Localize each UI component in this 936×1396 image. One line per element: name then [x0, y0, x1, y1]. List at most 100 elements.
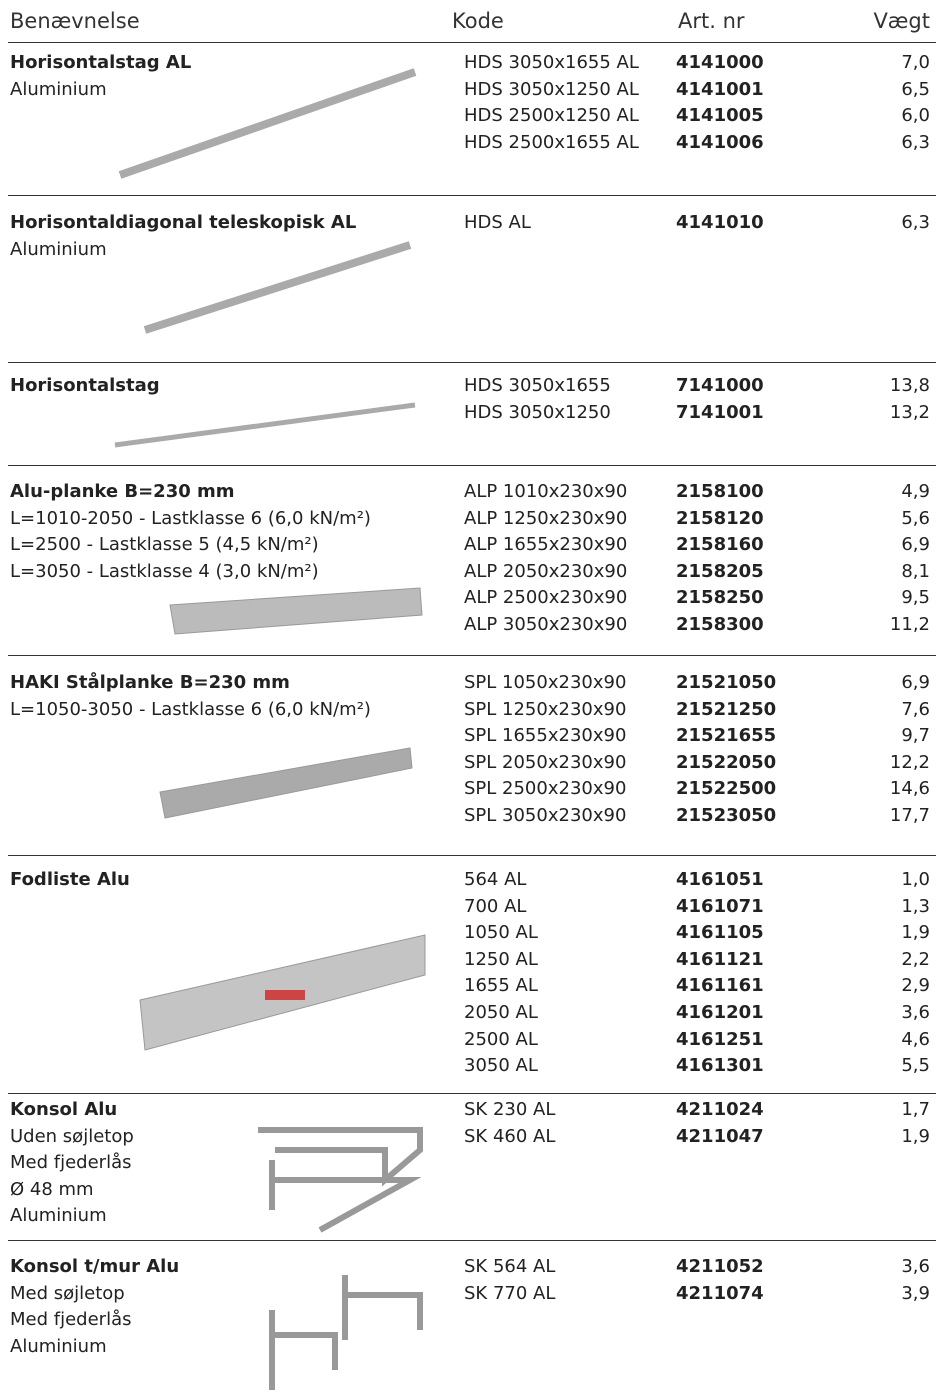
- weight: 5,6: [901, 507, 930, 529]
- product-name: Fodliste Alu: [10, 869, 130, 890]
- code: SPL 2500x230x90: [464, 778, 627, 800]
- code: HDS 3050x1655: [464, 375, 611, 396]
- separator: [8, 465, 936, 466]
- separator: [8, 42, 936, 43]
- code: HDS 2500x1250 AL: [464, 105, 639, 127]
- code: HDS 3050x1250 AL: [464, 78, 639, 100]
- code: SK 564 AL: [464, 1256, 556, 1277]
- separator: [8, 655, 936, 656]
- weight: 7,6: [901, 698, 930, 720]
- weight: 2,2: [901, 948, 930, 970]
- product-name: Alu-planke B=230 mm: [10, 481, 235, 502]
- art-nr: 2158250: [676, 587, 764, 609]
- weight: 1,7: [901, 1099, 930, 1120]
- bracket-image: [258, 1127, 423, 1187]
- weight: 4,9: [901, 481, 930, 502]
- product-desc: Med fjederlås: [10, 1152, 132, 1174]
- art-nr: 2158120: [676, 507, 764, 529]
- art-nr: 21521250: [676, 698, 777, 720]
- weight: 1,9: [901, 922, 930, 944]
- product-desc: L=1050-3050 - Lastklasse 6 (6,0 kN/m²): [10, 698, 371, 720]
- product-desc: L=1010-2050 - Lastklasse 6 (6,0 kN/m²): [10, 507, 371, 529]
- art-nr: 4211074: [676, 1282, 764, 1304]
- product-desc: L=3050 - Lastklasse 4 (3,0 kN/m²): [10, 560, 319, 582]
- weight: 9,5: [901, 587, 930, 609]
- weight: 3,6: [901, 1002, 930, 1023]
- art-nr: 21523050: [676, 805, 777, 826]
- product-desc: Ø 48 mm: [10, 1178, 94, 1200]
- art-nr: 2158300: [676, 614, 764, 635]
- weight: 6,3: [901, 212, 930, 233]
- art-nr: 4141000: [676, 52, 764, 73]
- art-nr: 4141005: [676, 105, 764, 127]
- code: ALP 3050x230x90: [464, 614, 628, 635]
- code: 1250 AL: [464, 948, 538, 970]
- art-nr: 7141000: [676, 375, 764, 396]
- weight: 2,9: [901, 975, 930, 997]
- art-nr: 4161071: [676, 895, 764, 917]
- product-name: Konsol Alu: [10, 1099, 118, 1120]
- art-nr: 4211047: [676, 1125, 764, 1147]
- bar-image: [118, 68, 417, 179]
- weight: 6,5: [901, 78, 930, 100]
- code: SK 460 AL: [464, 1125, 556, 1147]
- product-desc: Aluminium: [10, 1335, 107, 1357]
- art-nr: 4141006: [676, 131, 764, 153]
- code: HDS 3050x1250: [464, 401, 611, 423]
- weight: 1,3: [901, 895, 930, 917]
- code: HDS AL: [464, 212, 531, 233]
- separator: [8, 195, 936, 196]
- product-desc: Med fjederlås: [10, 1309, 132, 1331]
- code: ALP 1010x230x90: [464, 481, 628, 502]
- code: 1655 AL: [464, 975, 538, 997]
- plank-image: [159, 747, 413, 819]
- separator: [8, 855, 936, 856]
- art-nr: 4211024: [676, 1099, 764, 1120]
- art-nr: 4141001: [676, 78, 764, 100]
- bar-image: [143, 241, 412, 334]
- weight: 11,2: [889, 614, 930, 635]
- product-desc: Med søjletop: [10, 1282, 125, 1304]
- code: ALP 2050x230x90: [464, 560, 628, 582]
- product-name: Konsol t/mur Alu: [10, 1256, 180, 1277]
- weight: 1,9: [901, 1125, 930, 1147]
- code: 2050 AL: [464, 1002, 538, 1023]
- product-desc: Aluminium: [10, 78, 107, 100]
- weight: 8,1: [901, 560, 930, 582]
- weight: 3,9: [901, 1282, 930, 1304]
- weight: 17,7: [889, 805, 930, 826]
- art-nr: 2158100: [676, 481, 764, 502]
- weight: 5,5: [901, 1055, 930, 1077]
- code: 1050 AL: [464, 922, 538, 944]
- art-nr: 4161105: [676, 922, 764, 944]
- art-nr: 4161051: [676, 869, 764, 890]
- logo: [265, 990, 305, 1000]
- art-nr: 2158160: [676, 534, 764, 556]
- weight: 14,6: [889, 778, 930, 800]
- code: ALP 2500x230x90: [464, 587, 628, 609]
- weight: 12,2: [889, 751, 930, 773]
- art-nr: 4141010: [676, 212, 764, 233]
- art-nr: 4161251: [676, 1028, 764, 1050]
- weight: 4,6: [901, 1028, 930, 1050]
- weight: 9,7: [901, 725, 930, 747]
- weight: 6,9: [901, 672, 930, 693]
- art-nr: 2158205: [676, 560, 764, 582]
- product-desc: L=2500 - Lastklasse 5 (4,5 kN/m²): [10, 534, 319, 556]
- separator: [8, 1240, 936, 1241]
- weight: 1,0: [901, 869, 930, 890]
- plank-image: [169, 587, 423, 635]
- weight: 6,0: [901, 105, 930, 127]
- code: 700 AL: [464, 895, 527, 917]
- art-nr: 4161301: [676, 1055, 764, 1077]
- weight: 13,2: [889, 401, 930, 423]
- product-desc: Aluminium: [10, 238, 107, 260]
- separator: [8, 362, 936, 363]
- bracket-image: [269, 1160, 422, 1233]
- product-name: Horisontalstag: [10, 375, 160, 396]
- art-nr: 4161201: [676, 1002, 764, 1023]
- art-nr: 4161121: [676, 948, 764, 970]
- art-nr: 21522500: [676, 778, 777, 800]
